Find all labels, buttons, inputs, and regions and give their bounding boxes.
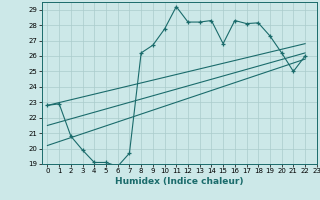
X-axis label: Humidex (Indice chaleur): Humidex (Indice chaleur)	[115, 177, 244, 186]
